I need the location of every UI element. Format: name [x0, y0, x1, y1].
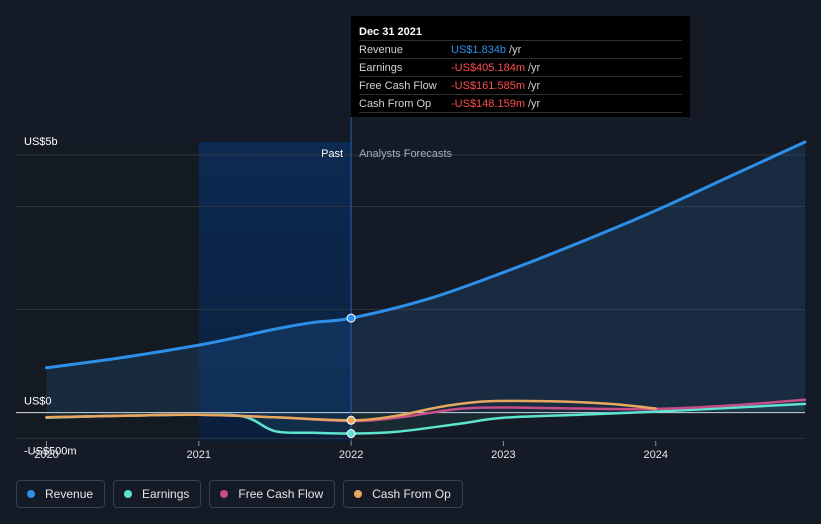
tooltip-row-label: Cash From Op — [359, 98, 432, 110]
legend-item-free-cash-flow[interactable]: Free Cash Flow — [209, 480, 336, 508]
legend-label: Cash From Op — [372, 487, 451, 501]
legend-dot-icon — [27, 490, 35, 498]
y-axis-top-label: US$5b — [24, 136, 58, 148]
tooltip-row-label: Free Cash Flow — [359, 80, 437, 92]
x-tick-label: 2021 — [187, 449, 211, 461]
x-tick-label: 2022 — [339, 449, 363, 461]
tooltip-row-unit: /yr — [528, 98, 541, 110]
tooltip-row-unit: /yr — [509, 44, 522, 56]
tooltip-row-unit: /yr — [528, 80, 541, 92]
hover-tooltip: Dec 31 2021 Revenue US$1.834b/yr Earnings -… — [351, 16, 690, 117]
past-region-label: Past — [321, 148, 343, 160]
tooltip-row-value: US$1.834b — [451, 44, 507, 56]
legend-label: Revenue — [45, 487, 94, 501]
chart-legend: Revenue Earnings Free Cash Flow Cash From O… — [16, 480, 463, 508]
highlight-point-revenue — [346, 313, 356, 323]
legend-dot-icon — [124, 490, 133, 498]
past-highlight-band — [198, 142, 352, 441]
x-axis-ticks: 2020 2021 2022 2023 2024 — [34, 441, 668, 461]
tooltip-row: Revenue US$1.834b/yr — [359, 42, 682, 59]
earnings-area-fill — [46, 403, 806, 434]
legend-dot-icon — [220, 490, 229, 498]
legend-label: Free Cash Flow — [238, 487, 324, 501]
highlight-point-cash-from-op — [346, 415, 356, 425]
highlight-points — [346, 313, 356, 439]
y-axis-bottom-label: -US$500m — [24, 445, 77, 457]
x-tick-label: 2023 — [491, 449, 515, 461]
legend-item-revenue[interactable]: Revenue — [16, 480, 106, 508]
legend-item-cash-from-op[interactable]: Cash From Op — [343, 480, 463, 508]
tooltip-row-value: -US$161.585m — [451, 80, 525, 92]
series-line-revenue — [44, 140, 807, 370]
tooltip-row: Free Cash Flow -US$161.585m/yr — [359, 78, 682, 95]
tooltip-row-unit: /yr — [528, 62, 541, 74]
x-tick-label: 2020 — [34, 449, 58, 461]
legend-item-earnings[interactable]: Earnings — [113, 480, 202, 508]
tooltip-date: Dec 31 2021 — [359, 24, 682, 41]
tooltip-row: Cash From Op -US$148.159m/yr — [359, 96, 682, 113]
x-tick-label: 2024 — [643, 449, 667, 461]
tooltip-row-label: Revenue — [359, 44, 404, 56]
tooltip-row-label: Earnings — [359, 62, 403, 74]
legend-label: Earnings — [142, 487, 190, 501]
legend-dot-icon — [354, 490, 363, 498]
y-axis-zero-label: US$0 — [24, 396, 52, 408]
revenue-area-fill — [46, 142, 806, 413]
tooltip-rows: Revenue US$1.834b/yr Earnings -US$405.184m /… — [359, 42, 682, 113]
gridlines — [16, 154, 805, 439]
tooltip-row: Earnings -US$405.184m/yr — [359, 60, 682, 77]
tooltip-row-value: -US$148.159m — [451, 98, 525, 110]
series-lines — [44, 140, 807, 435]
forecast-region-label: Analysts Forecasts — [359, 148, 452, 160]
highlight-point-earnings — [346, 429, 356, 439]
chart-canvas: US$5b US$0 -US$500m Past Analysts Foreca… — [16, 117, 807, 461]
series-line-cash-from-op — [45, 399, 657, 422]
tooltip-row-value: -US$405.184m — [451, 62, 525, 74]
